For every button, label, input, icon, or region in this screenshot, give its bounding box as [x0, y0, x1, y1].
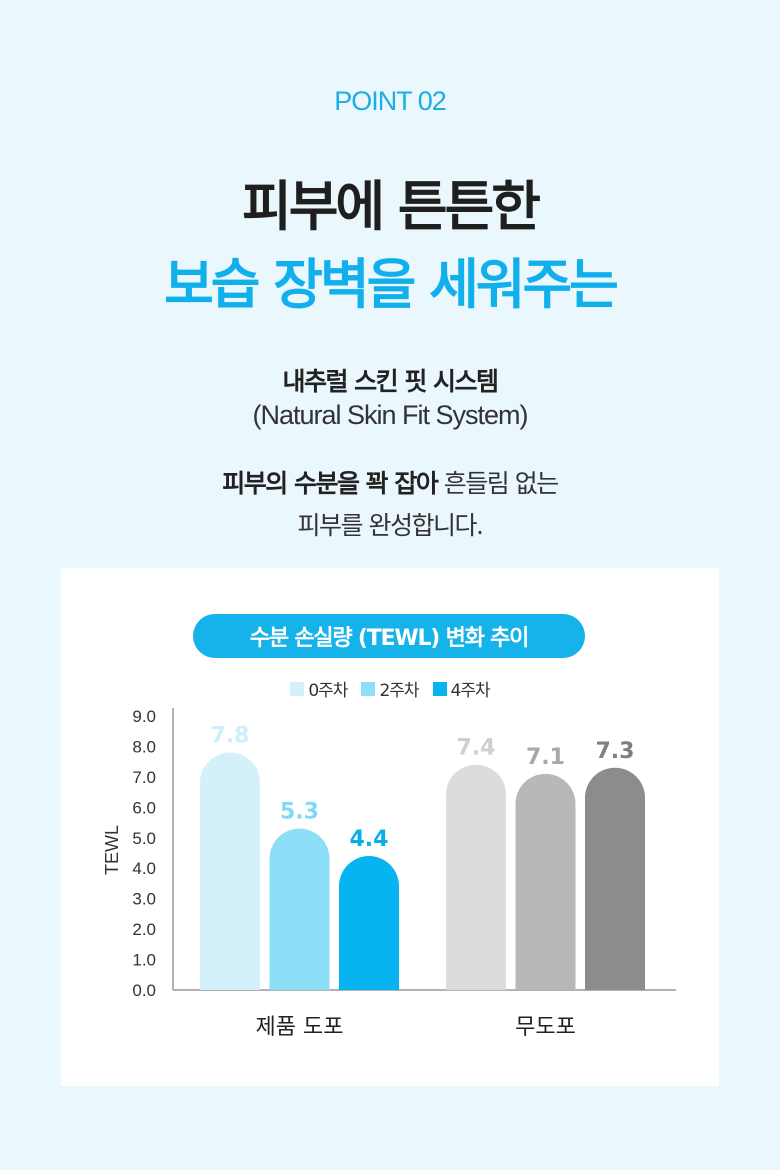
description-bold: 피부의 수분을 꽉 잡아: [222, 469, 439, 498]
y-tick-label: 6.0: [132, 798, 156, 817]
bar-value-label: 7.4: [457, 736, 496, 761]
y-tick-label: 1.0: [132, 951, 156, 970]
description-line-2: 피부를 완성합니다.: [297, 511, 484, 540]
y-tick-label: 0.0: [132, 981, 156, 1000]
legend-item-week0: 0주차: [290, 676, 348, 701]
legend-swatch-week4: [432, 681, 447, 696]
y-tick-label: 3.0: [132, 890, 156, 909]
y-tick-label: 2.0: [132, 920, 156, 939]
headline-line-2: 보습 장벽을 세워주는: [164, 253, 619, 316]
legend-label-week4: 4주차: [450, 681, 491, 701]
bar: [515, 773, 576, 990]
headline-line-1: 피부에 튼튼한: [242, 175, 541, 238]
legend-swatch-week2: [361, 681, 376, 696]
legend-swatch-week0: [290, 681, 305, 696]
point-label: POINT 02: [334, 86, 447, 116]
subtitle-korean: 내추럴 스킨 핏 시스템: [282, 367, 499, 396]
y-tick-label: 8.0: [132, 737, 156, 756]
chart-title: 수분 손실량 (TEWL) 변화 추이: [193, 614, 585, 658]
bar-value-label: 7.8: [211, 724, 250, 749]
legend-label-week2: 2주차: [379, 681, 419, 701]
chart-legend: 0주차 2주차 4주차: [0, 676, 780, 701]
x-category-label: 무도포: [515, 1015, 576, 1040]
y-tick-label: 4.0: [132, 859, 156, 878]
bar: [269, 828, 330, 990]
bar: [200, 752, 260, 990]
y-tick-label: 5.0: [132, 829, 156, 848]
description-rest: 흔들림 없는: [437, 469, 559, 498]
legend-item-week4: 4주차: [432, 676, 491, 701]
x-category-label: 제품 도포: [256, 1015, 344, 1040]
y-tick-label: 9.0: [132, 707, 156, 726]
bar: [585, 767, 645, 990]
bar-value-label: 5.3: [280, 800, 319, 825]
bar-value-label: 4.4: [350, 827, 389, 852]
bar-value-label: 7.3: [596, 739, 635, 764]
bar-value-label: 7.1: [526, 745, 565, 770]
y-tick-label: 7.0: [132, 768, 156, 787]
y-axis-title: TEWL: [102, 825, 122, 875]
subtitle-english: (Natural Skin Fit System): [252, 400, 528, 430]
description-line-1: 피부의 수분을 꽉 잡아 흔들림 없는: [0, 464, 780, 500]
bar: [339, 856, 399, 990]
legend-label-week0: 0주차: [308, 681, 348, 701]
bar: [446, 764, 506, 990]
legend-item-week2: 2주차: [361, 676, 420, 701]
